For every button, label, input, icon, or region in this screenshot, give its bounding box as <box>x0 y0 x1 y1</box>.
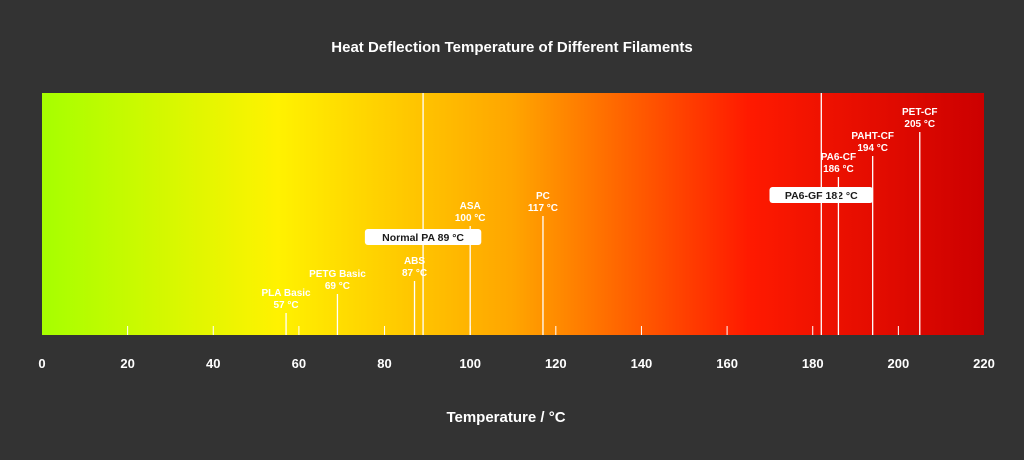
marker-label: PLA Basic <box>262 288 312 299</box>
marker-label: 69 °C <box>325 281 350 292</box>
marker-label: 205 °C <box>904 119 935 130</box>
gradient-band <box>42 93 984 335</box>
x-tick-label: 20 <box>120 356 134 371</box>
marker-label: PA6-CF <box>821 152 856 163</box>
marker-label-box <box>769 187 874 203</box>
marker-label: 100 °C <box>455 213 486 224</box>
x-tick-label: 220 <box>973 356 995 371</box>
x-tick-label: 180 <box>802 356 824 371</box>
marker-label: ASA <box>460 201 481 212</box>
x-tick-label: 160 <box>716 356 738 371</box>
marker-label: PAHT-CF <box>851 131 894 142</box>
marker-label: 87 °C <box>402 268 427 279</box>
x-tick-label: 140 <box>631 356 653 371</box>
marker-label: 186 °C <box>823 164 854 175</box>
marker-label: PA6-GF 182 °C <box>785 190 858 202</box>
marker-normal-pa: Normal PA 89 °C <box>364 93 482 335</box>
marker-label: PC <box>536 191 550 202</box>
x-tick-label: 200 <box>888 356 910 371</box>
marker-pa6-gf: PA6-GF 182 °C <box>769 93 874 335</box>
x-tick-label: 0 <box>38 356 45 371</box>
x-tick-label: 40 <box>206 356 220 371</box>
marker-label: PET-CF <box>902 107 938 118</box>
chart-title: Heat Deflection Temperature of Different… <box>331 39 692 56</box>
marker-label: ABS <box>404 256 425 267</box>
x-tick-label: 100 <box>459 356 481 371</box>
marker-label: 57 °C <box>274 300 299 311</box>
x-tick-label: 80 <box>377 356 391 371</box>
marker-label-box <box>364 229 482 245</box>
marker-label: Normal PA 89 °C <box>382 232 464 244</box>
marker-label: PETG Basic <box>309 269 366 280</box>
x-tick-label: 120 <box>545 356 567 371</box>
x-axis: 0 20 40 60 80 100 120 140 160 180 200 220 <box>38 326 995 371</box>
marker-label: 117 °C <box>528 203 558 214</box>
marker-label: 194 °C <box>857 143 888 154</box>
x-tick-label: 60 <box>292 356 306 371</box>
x-axis-title: Temperature / °C <box>446 409 565 426</box>
